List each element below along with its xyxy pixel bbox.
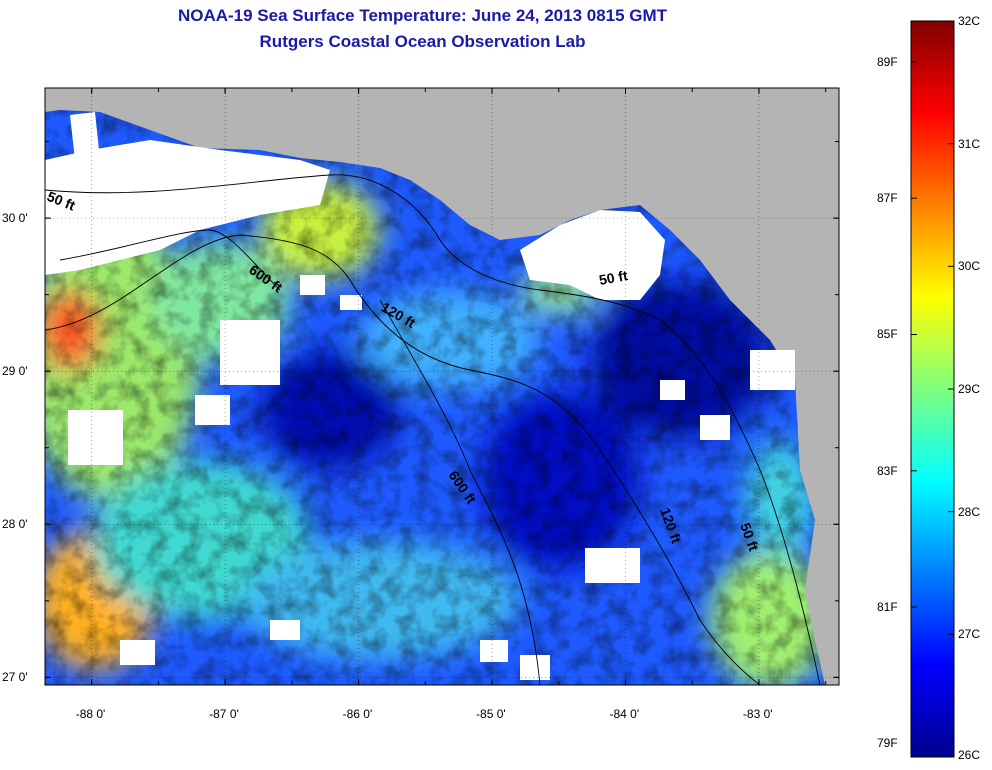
colorbar-celsius-label: 32C (958, 14, 981, 28)
x-tick-label: -87 0' (209, 707, 239, 721)
lat-lon-grid (45, 88, 839, 685)
colorbar-celsius-label: 27C (958, 627, 981, 642)
x-tick-label: -85 0' (476, 707, 506, 721)
colorbar-fahrenheit-label: 79F (877, 736, 898, 751)
y-tick-label: 30 0' (2, 211, 28, 226)
x-tick-label: -83 0' (742, 707, 773, 721)
colorbar-fahrenheit-label: 85F (877, 327, 898, 342)
contour-label: 50 ft (598, 267, 629, 288)
colorbar-celsius-label: 31C (958, 136, 981, 151)
x-tick-label: -84 0' (609, 707, 640, 721)
cloud-cover (45, 112, 795, 680)
colorbar-celsius-label: 26C (958, 748, 981, 762)
x-tick-label: -86 0' (342, 707, 373, 721)
land-florida-panhandle (45, 88, 839, 540)
map-area (45, 88, 839, 685)
colorbar-celsius-label: 28C (958, 504, 981, 519)
map-subtitle: Rutgers Coastal Ocean Observation Lab (259, 32, 586, 51)
colorbar-celsius-label: 29C (958, 382, 981, 396)
colorbar-fahrenheit-label: 89F (877, 54, 898, 69)
map-frame (44, 87, 840, 686)
colorbar-fahrenheit-label: 87F (877, 191, 898, 206)
depth-contours (45, 174, 821, 685)
y-tick-label: 28 0' (2, 517, 28, 532)
map-title: NOAA-19 Sea Surface Temperature: June 24… (177, 6, 668, 25)
colorbar-celsius-label: 30C (958, 259, 981, 274)
colorbar-ticks (911, 20, 954, 758)
x-tick-label: -88 0' (75, 707, 106, 721)
y-tick-label: 29 0' (2, 364, 28, 379)
colorbar-fahrenheit-label: 83F (877, 463, 898, 478)
colorbar-fahrenheit-label: 81F (877, 600, 898, 615)
axis-ticks (45, 88, 839, 685)
land-florida-peninsula-south (805, 520, 839, 685)
y-tick-label: 27 0' (2, 670, 28, 685)
colorbar (911, 21, 954, 757)
